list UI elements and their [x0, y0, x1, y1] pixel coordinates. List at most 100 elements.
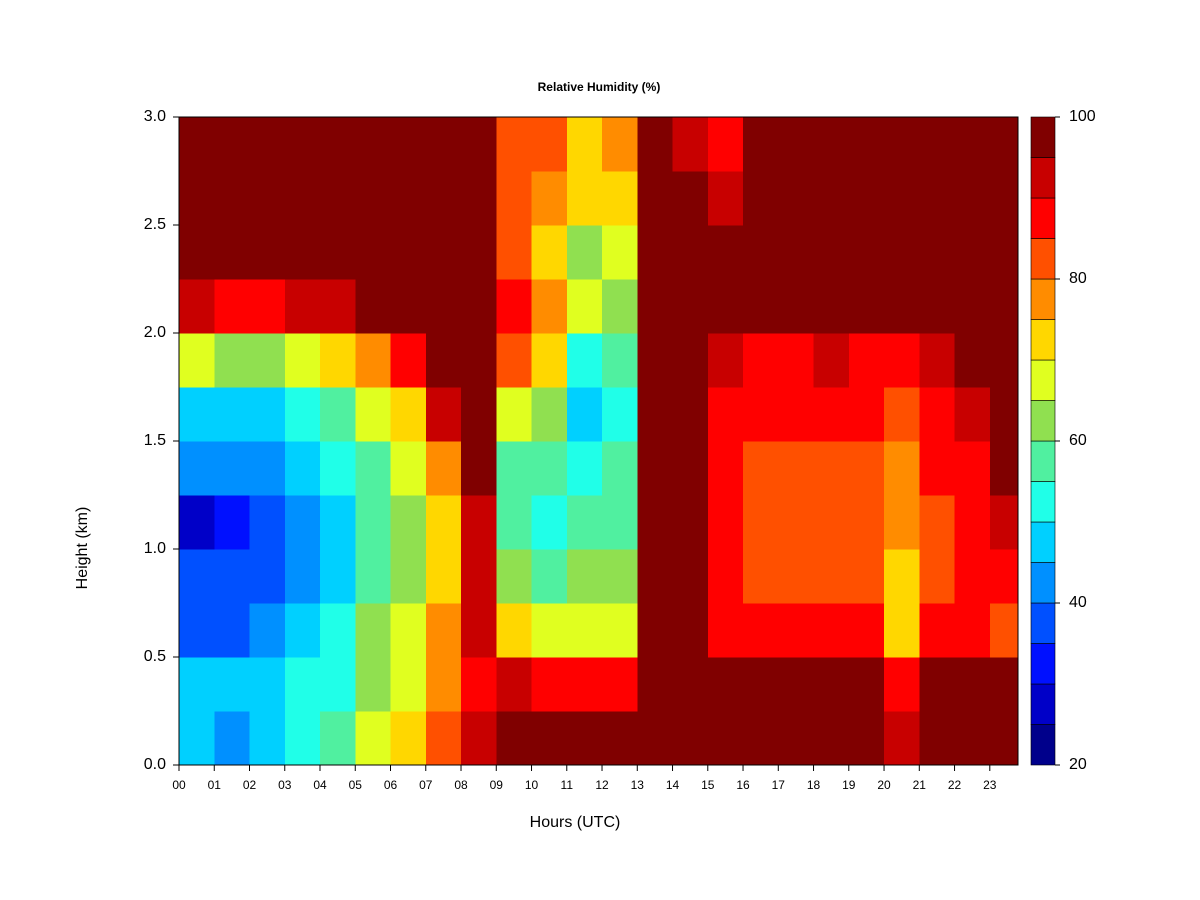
- heat-cell: [919, 657, 956, 712]
- heat-cell: [848, 225, 885, 280]
- x-tick-label: 06: [384, 778, 398, 792]
- heat-cell: [743, 225, 779, 280]
- heat-cell: [637, 171, 674, 226]
- heat-cell: [778, 441, 815, 496]
- heat-cell: [566, 711, 603, 766]
- heat-cell: [461, 117, 497, 172]
- heat-cell: [778, 711, 815, 766]
- heat-cell: [602, 549, 638, 604]
- colorbar-band: [1030, 278, 1056, 320]
- heat-cell: [672, 117, 709, 172]
- heat-cell: [602, 387, 638, 442]
- heat-cell: [813, 711, 850, 766]
- heat-cell: [461, 171, 497, 226]
- heat-cell: [531, 441, 568, 496]
- heat-cell: [284, 603, 321, 658]
- heat-cell: [249, 171, 286, 226]
- heat-cell: [320, 171, 356, 226]
- heat-cell: [848, 549, 885, 604]
- heat-cell: [284, 171, 321, 226]
- heat-cell: [214, 603, 251, 658]
- heat-cell: [919, 279, 956, 334]
- heat-cell: [320, 279, 356, 334]
- heat-cell: [531, 657, 568, 712]
- heat-cell: [214, 387, 251, 442]
- x-tick-label: 13: [631, 778, 645, 792]
- heat-cell: [637, 549, 674, 604]
- heat-cell: [919, 225, 956, 280]
- heat-cell: [672, 657, 709, 712]
- heat-cell: [249, 495, 286, 550]
- heat-cell: [884, 171, 920, 226]
- heat-cell: [637, 117, 674, 172]
- heat-cell: [919, 495, 956, 550]
- heat-cell: [848, 441, 885, 496]
- heat-cell: [461, 279, 497, 334]
- heat-cell: [954, 117, 991, 172]
- heat-cell: [355, 711, 392, 766]
- heat-cell: [954, 171, 991, 226]
- heat-cell: [566, 225, 603, 280]
- heat-cell: [284, 387, 321, 442]
- heat-cell: [320, 333, 356, 388]
- heat-cell: [425, 711, 462, 766]
- x-tick-label: 12: [595, 778, 609, 792]
- heat-cell: [496, 225, 533, 280]
- heat-cell: [320, 603, 356, 658]
- heat-cell: [320, 225, 356, 280]
- heat-cell: [672, 333, 709, 388]
- heat-cell: [989, 333, 1019, 388]
- heat-cell: [602, 495, 638, 550]
- heat-cell: [813, 441, 850, 496]
- heat-cell: [566, 495, 603, 550]
- x-tick-label: 14: [666, 778, 680, 792]
- heat-cell: [320, 117, 356, 172]
- heat-cell: [249, 711, 286, 766]
- heat-cell: [778, 117, 815, 172]
- heat-cell: [813, 495, 850, 550]
- heat-cell: [249, 333, 286, 388]
- heat-cell: [884, 549, 920, 604]
- heat-cell: [390, 495, 427, 550]
- heat-cell: [284, 225, 321, 280]
- heat-cell: [390, 603, 427, 658]
- heat-cell: [214, 549, 251, 604]
- y-axis-label: Height (km): [74, 507, 91, 590]
- heat-cell: [425, 279, 462, 334]
- heat-cell: [355, 495, 392, 550]
- heat-cell: [284, 549, 321, 604]
- heat-cell: [743, 171, 779, 226]
- heat-cell: [813, 333, 850, 388]
- heat-cell: [249, 117, 286, 172]
- heat-cell: [813, 279, 850, 334]
- heat-cell: [743, 549, 779, 604]
- heat-cell: [461, 441, 497, 496]
- heat-cell: [566, 171, 603, 226]
- heat-cell: [390, 117, 427, 172]
- heat-cell: [284, 117, 321, 172]
- heat-cell: [390, 441, 427, 496]
- heat-cell: [496, 495, 533, 550]
- y-tick-label: 0.5: [144, 648, 166, 665]
- heat-cell: [496, 549, 533, 604]
- x-tick-label: 03: [278, 778, 292, 792]
- heat-cell: [602, 117, 638, 172]
- heat-cell: [461, 711, 497, 766]
- colorbar-band: [1030, 440, 1056, 482]
- heat-cell: [672, 495, 709, 550]
- heat-cell: [214, 441, 251, 496]
- x-tick-label: 10: [525, 778, 539, 792]
- heat-cell: [707, 603, 744, 658]
- x-tick-label: 11: [561, 778, 574, 792]
- x-tick-label: 23: [983, 778, 997, 792]
- heat-cell: [989, 549, 1019, 604]
- colorbar-band: [1030, 400, 1056, 442]
- colorbar-band: [1030, 521, 1056, 563]
- heat-cell: [637, 279, 674, 334]
- heat-cell: [425, 441, 462, 496]
- colorbar-band: [1030, 116, 1056, 158]
- x-tick-label: 08: [454, 778, 468, 792]
- heat-cell: [461, 657, 497, 712]
- heat-cell: [214, 171, 251, 226]
- heat-cell: [954, 279, 991, 334]
